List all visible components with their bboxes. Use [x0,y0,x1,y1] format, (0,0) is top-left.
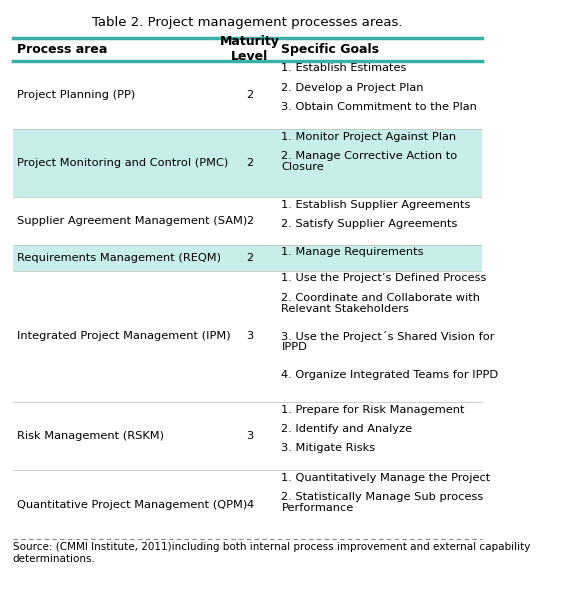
Text: Relevant Stakeholders: Relevant Stakeholders [281,304,409,314]
Text: 2: 2 [246,216,253,226]
Text: Process area: Process area [17,43,108,56]
Text: 1. Use the Project’s Defined Process: 1. Use the Project’s Defined Process [281,273,487,284]
Text: 1. Establish Estimates: 1. Establish Estimates [281,63,407,73]
Text: Quantitative Project Management (QPM): Quantitative Project Management (QPM) [17,499,248,509]
Text: 1. Quantitatively Manage the Project: 1. Quantitatively Manage the Project [281,473,490,483]
Text: 2. Coordinate and Collaborate with: 2. Coordinate and Collaborate with [281,293,480,303]
Text: Source: (CMMI Institute, 2011)including both internal process improvement and ex: Source: (CMMI Institute, 2011)including … [13,542,530,564]
Text: 2: 2 [246,253,253,263]
Text: Specific Goals: Specific Goals [281,43,380,56]
Text: 2. Manage Corrective Action to: 2. Manage Corrective Action to [281,151,458,161]
Text: Maturity
Level: Maturity Level [220,35,279,63]
Text: 2. Statistically Manage Sub process: 2. Statistically Manage Sub process [281,493,484,502]
Text: 2: 2 [246,158,253,168]
Text: 2. Identify and Analyze: 2. Identify and Analyze [281,424,412,434]
Text: 1. Establish Supplier Agreements: 1. Establish Supplier Agreements [281,200,471,210]
Text: 3: 3 [246,431,253,441]
Text: 3. Mitigate Risks: 3. Mitigate Risks [281,443,375,453]
Bar [13,61,482,129]
Text: Closure: Closure [281,162,324,172]
Text: 4: 4 [246,499,253,509]
Bar [13,470,482,539]
Text: 1. Monitor Project Against Plan: 1. Monitor Project Against Plan [281,132,457,141]
Bar [13,245,482,271]
Text: 1. Prepare for Risk Management: 1. Prepare for Risk Management [281,405,465,415]
Text: 1. Manage Requirements: 1. Manage Requirements [281,247,424,257]
Text: 3: 3 [246,331,253,341]
Text: Table 2. Project management processes areas.: Table 2. Project management processes ar… [92,16,402,29]
Text: IPPD: IPPD [281,343,307,352]
Text: Performance: Performance [281,503,354,514]
Text: Risk Management (RSKM): Risk Management (RSKM) [17,431,164,441]
Text: 3. Obtain Commitment to the Plan: 3. Obtain Commitment to the Plan [281,102,477,112]
Text: Requirements Management (REQM): Requirements Management (REQM) [17,253,221,263]
Text: Integrated Project Management (IPM): Integrated Project Management (IPM) [17,331,231,341]
Bar [13,271,482,402]
Text: Project Monitoring and Control (PMC): Project Monitoring and Control (PMC) [17,158,229,168]
Text: 4. Organize Integrated Teams for IPPD: 4. Organize Integrated Teams for IPPD [281,370,499,380]
Bar [13,197,482,245]
Text: 3. Use the Project´s Shared Vision for: 3. Use the Project´s Shared Vision for [281,331,495,343]
Bar [13,402,482,470]
Text: 2. Satisfy Supplier Agreements: 2. Satisfy Supplier Agreements [281,219,458,229]
Text: 2: 2 [246,90,253,100]
Bar [13,129,482,197]
Text: Supplier Agreement Management (SAM): Supplier Agreement Management (SAM) [17,216,248,226]
Text: 2. Develop a Project Plan: 2. Develop a Project Plan [281,82,424,93]
Text: Project Planning (PP): Project Planning (PP) [17,90,136,100]
